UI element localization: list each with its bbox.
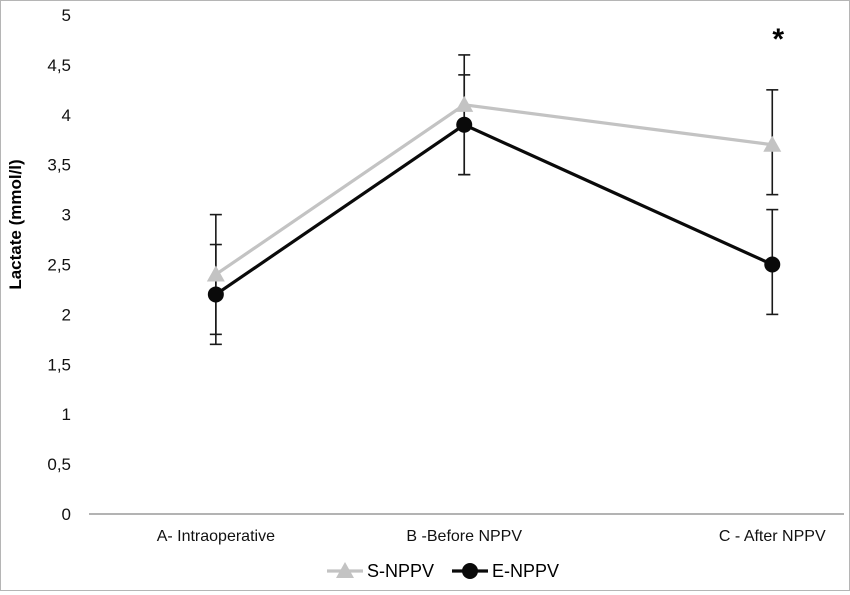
category-label: C - After NPPV [719, 528, 826, 545]
y-tick-label: 4 [62, 106, 71, 125]
s-nppv-legend-marker [336, 562, 354, 578]
legend-label-s-nppv: S-NPPV [367, 561, 434, 581]
y-axis-label: Lactate (mmol/l) [6, 159, 25, 289]
e-nppv-marker [207, 286, 224, 303]
series-e-nppv-line [214, 122, 773, 296]
y-tick-label: 3,5 [47, 156, 71, 175]
e-nppv-marker [764, 256, 781, 273]
significance-asterisk: * [772, 23, 784, 56]
e-nppv-marker [456, 116, 473, 133]
s-nppv-marker [206, 265, 225, 282]
category-label: A- Intraoperative [157, 528, 275, 545]
category-label: B -Before NPPV [406, 528, 522, 545]
y-tick-label: 5 [62, 6, 71, 25]
y-tick-label: 1,5 [47, 355, 71, 374]
y-tick-label: 3 [62, 206, 71, 225]
y-tick-label: 4,5 [47, 56, 71, 75]
e-nppv-legend-marker [462, 563, 478, 579]
s-nppv-marker [455, 95, 474, 112]
y-tick-label: 0,5 [47, 455, 71, 474]
y-tick-label: 2,5 [47, 256, 71, 275]
y-tick-label: 1 [62, 405, 71, 424]
y-tick-label: 0 [62, 505, 71, 524]
series-s-nppv-line [214, 103, 773, 276]
s-nppv-marker [763, 135, 782, 152]
legend-label-e-nppv: E-NPPV [492, 561, 559, 581]
y-tick-label: 2 [62, 305, 71, 324]
